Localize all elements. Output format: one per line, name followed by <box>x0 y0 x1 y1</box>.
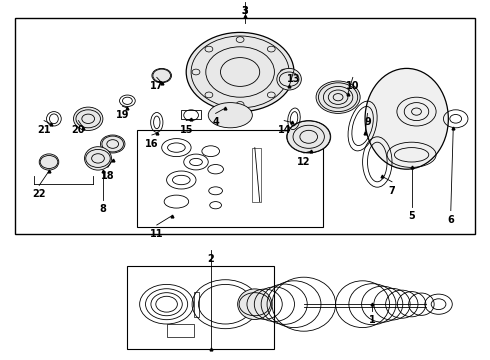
Text: 13: 13 <box>287 74 301 84</box>
Bar <box>252 148 261 202</box>
Ellipse shape <box>238 289 272 320</box>
Text: 8: 8 <box>99 204 106 214</box>
Text: 14: 14 <box>277 125 291 135</box>
Text: 21: 21 <box>37 125 51 135</box>
Bar <box>194 292 199 317</box>
Text: 2: 2 <box>207 254 214 264</box>
Text: 3: 3 <box>242 6 248 16</box>
Ellipse shape <box>277 68 301 90</box>
Ellipse shape <box>152 68 172 83</box>
Text: 7: 7 <box>389 186 395 196</box>
Ellipse shape <box>100 135 125 153</box>
Text: 6: 6 <box>447 215 454 225</box>
Ellipse shape <box>208 103 252 128</box>
Text: 11: 11 <box>150 229 164 239</box>
Text: 18: 18 <box>101 171 115 181</box>
Text: 22: 22 <box>32 189 46 199</box>
Text: 16: 16 <box>145 139 159 149</box>
Ellipse shape <box>186 32 294 112</box>
Text: 17: 17 <box>150 81 164 91</box>
Text: 20: 20 <box>72 125 85 135</box>
Ellipse shape <box>74 107 103 130</box>
Bar <box>137 130 323 227</box>
Text: 1: 1 <box>369 315 376 325</box>
Text: 15: 15 <box>179 125 193 135</box>
Ellipse shape <box>287 121 331 153</box>
Bar <box>15 18 475 234</box>
Ellipse shape <box>365 68 448 169</box>
Text: 4: 4 <box>212 117 219 127</box>
Bar <box>167 324 194 337</box>
Text: 3: 3 <box>242 6 248 16</box>
Text: 10: 10 <box>346 81 360 91</box>
Ellipse shape <box>39 154 59 170</box>
Text: 12: 12 <box>297 157 311 167</box>
Text: 19: 19 <box>116 110 129 120</box>
Bar <box>127 266 274 349</box>
Text: 5: 5 <box>408 211 415 221</box>
Bar <box>181 110 201 119</box>
Ellipse shape <box>84 147 112 170</box>
Text: 9: 9 <box>364 117 371 127</box>
Ellipse shape <box>316 81 360 113</box>
